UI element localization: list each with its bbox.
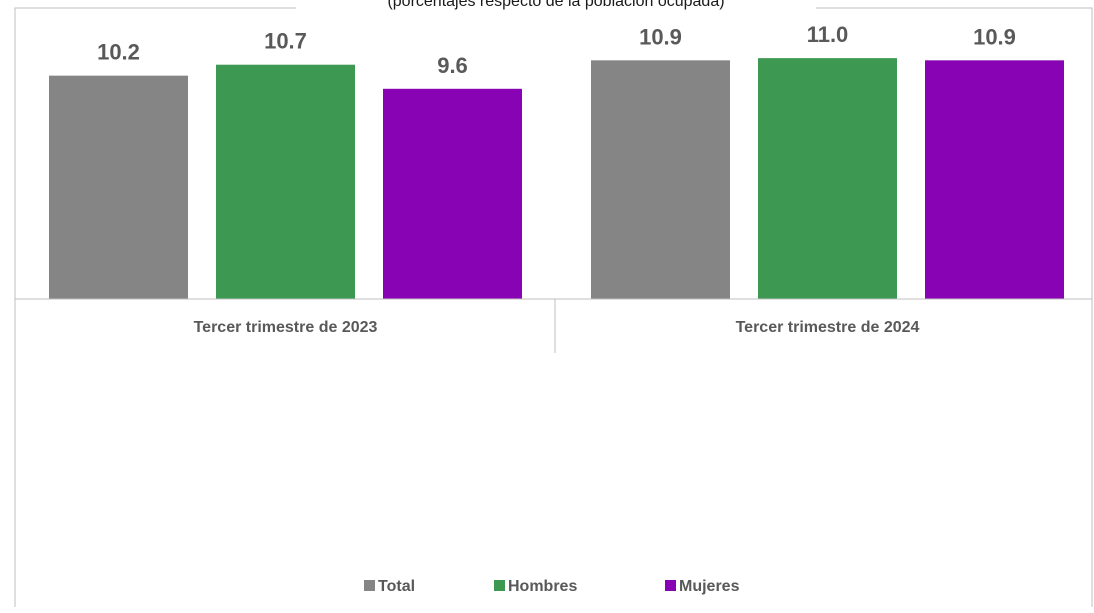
legend-label-mujeres: Mujeres xyxy=(679,578,740,595)
bars-layer xyxy=(49,58,1064,299)
data-labels-layer: 10.2 10.7 9.6 10.9 11.0 10.9 xyxy=(97,22,1016,78)
data-label-total-2: 10.9 xyxy=(639,24,682,49)
bar-mujeres-2 xyxy=(925,60,1064,299)
legend-swatch-hombres xyxy=(494,580,505,591)
data-label-total-1: 10.2 xyxy=(97,40,140,65)
category-label-2: Tercer trimestre de 2024 xyxy=(736,319,920,336)
category-label-1: Tercer trimestre de 2023 xyxy=(194,319,378,336)
bar-total-1 xyxy=(49,75,188,299)
legend: Total Hombres Mujeres xyxy=(364,578,740,595)
legend-swatch-mujeres xyxy=(665,580,676,591)
legend-label-hombres: Hombres xyxy=(508,578,577,595)
bar-total-2 xyxy=(591,60,730,299)
data-label-hombres-1: 10.7 xyxy=(264,29,307,54)
data-label-hombres-2: 11.0 xyxy=(807,22,849,47)
category-labels-layer: Tercer trimestre de 2023 Tercer trimestre… xyxy=(194,319,920,336)
data-label-mujeres-1: 9.6 xyxy=(437,53,468,78)
data-label-mujeres-2: 10.9 xyxy=(973,24,1016,49)
legend-swatch-total xyxy=(364,580,375,591)
bar-hombres-1 xyxy=(216,64,355,299)
bar-mujeres-1 xyxy=(383,88,522,299)
chart-subtitle: (porcentajes respecto de la población oc… xyxy=(387,0,724,10)
legend-label-total: Total xyxy=(378,578,415,595)
subtitle-backdrop xyxy=(296,0,816,9)
bar-hombres-2 xyxy=(758,58,897,299)
